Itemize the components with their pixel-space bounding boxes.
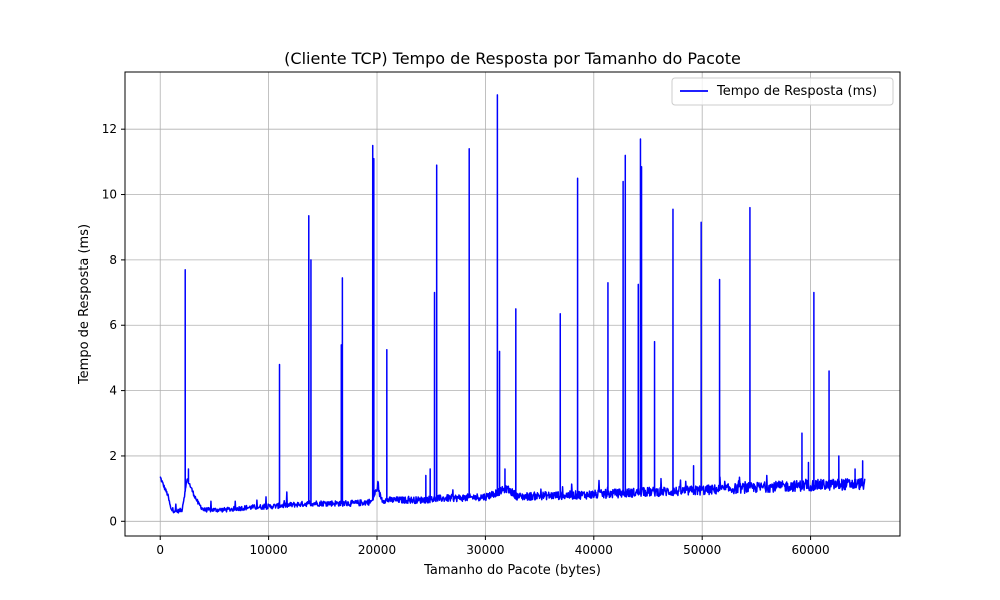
legend: Tempo de Resposta (ms) — [671, 77, 894, 106]
x-tick-label: 40000 — [575, 543, 613, 557]
y-tick-label: 10 — [102, 188, 117, 202]
x-tick-label: 0 — [156, 543, 164, 557]
y-tick-label: 2 — [109, 449, 117, 463]
ticks: 0 10000 20000 30000 40000 50000 60000 0 2 4 6 8 10 12 — [102, 122, 830, 557]
series-layer — [159, 94, 866, 514]
y-tick-label: 8 — [109, 253, 117, 267]
chart-title: (Cliente TCP) Tempo de Resposta por Tama… — [284, 49, 741, 68]
x-tick-label: 30000 — [466, 543, 504, 557]
y-axis-label: Tempo de Resposta (ms) — [77, 224, 92, 385]
series-line — [159, 94, 866, 514]
x-axis-label: Tamanho do Pacote (bytes) — [423, 563, 601, 578]
x-tick-label: 60000 — [791, 543, 829, 557]
x-tick-label: 20000 — [358, 543, 396, 557]
y-tick-label: 12 — [102, 122, 117, 136]
y-tick-label: 4 — [109, 384, 117, 398]
y-tick-label: 6 — [109, 318, 117, 332]
legend-box — [671, 77, 894, 106]
x-tick-label: 10000 — [250, 543, 288, 557]
x-tick-label: 50000 — [683, 543, 721, 557]
y-tick-label: 0 — [109, 514, 117, 528]
plot-frame — [124, 71, 901, 537]
legend-entry-label: Tempo de Resposta (ms) — [716, 84, 877, 99]
grid — [125, 72, 900, 536]
